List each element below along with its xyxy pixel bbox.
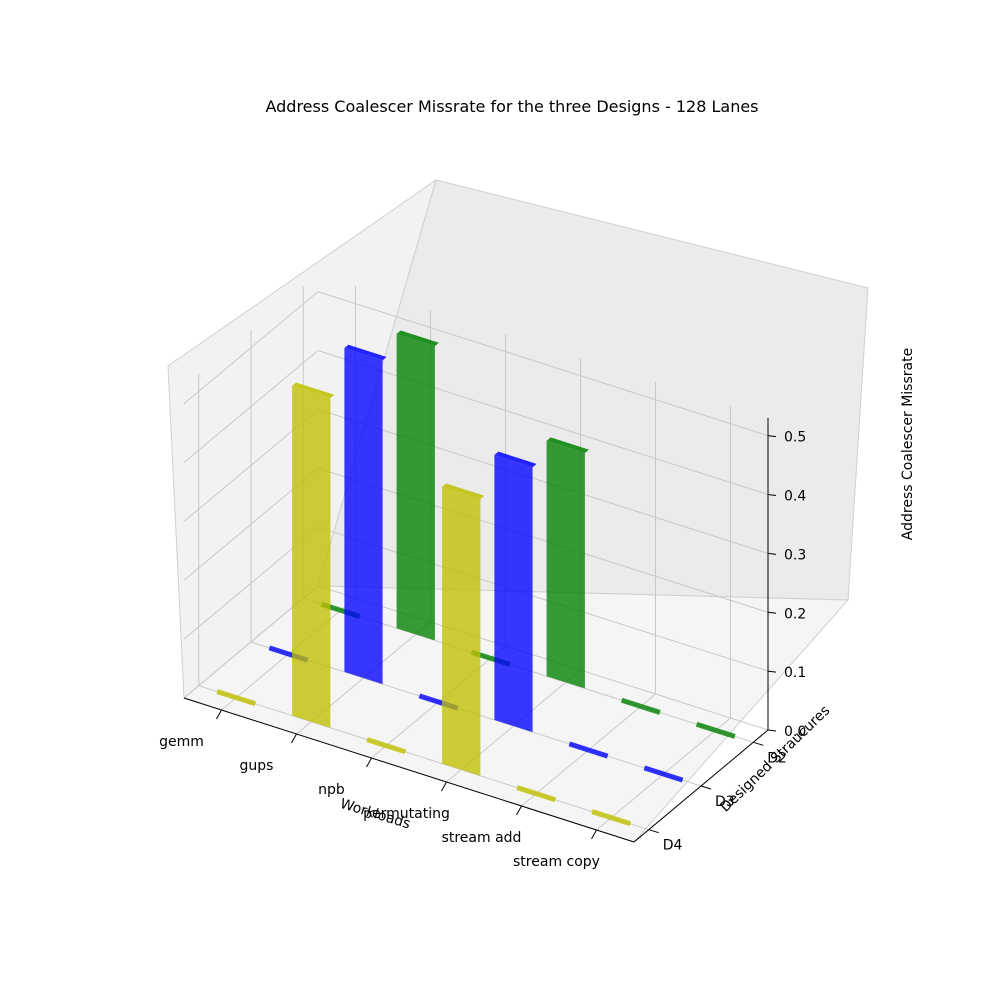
- z-tick-label-0: 0.0: [784, 724, 806, 740]
- x-axis-line: [183, 697, 635, 843]
- x-tick-3: [441, 781, 447, 792]
- grid-line-y-0: [198, 685, 649, 831]
- bar-top-d2-gups: [396, 330, 439, 347]
- bar-d2-stream-add: [620, 697, 661, 715]
- x-tick-0: [216, 709, 222, 720]
- z-tick-3: [767, 552, 777, 555]
- z-tick-label-1: 0.1: [784, 665, 806, 681]
- y-tick-label-d2: D2: [767, 750, 787, 766]
- x-tick-label-stream-copy: stream copy: [513, 854, 600, 870]
- z-tick-label-3: 0.3: [784, 547, 806, 563]
- y-tick-1: [700, 785, 712, 790]
- grid-line-back-0: [317, 585, 769, 731]
- bar-top-d3-permutating: [494, 451, 537, 468]
- z-axis-title: Address Coalescer Missrate: [900, 348, 916, 540]
- grid-line-back-5: [317, 291, 769, 437]
- bar-d4-gups: [292, 385, 331, 728]
- z-tick-0: [767, 729, 777, 732]
- y-tick-label-d4: D4: [663, 838, 683, 854]
- z-tick-label-4: 0.4: [784, 489, 806, 505]
- z-tick-label-2: 0.2: [784, 606, 806, 622]
- bar-d4-npb: [366, 737, 407, 755]
- bar-top-d3-gups: [344, 344, 387, 361]
- z-tick-2: [767, 611, 777, 614]
- z-tick-label-5: 0.5: [784, 430, 806, 446]
- bar-d3-stream-add: [568, 741, 609, 759]
- grid-line-back-2: [317, 467, 769, 613]
- x-tick-label-gemm: gemm: [159, 734, 204, 750]
- y-tick-0: [648, 829, 659, 834]
- x-tick-2: [366, 757, 372, 768]
- axes: [183, 418, 777, 843]
- bar-top-d4-permutating: [442, 483, 485, 500]
- bar-d3-permutating: [494, 455, 533, 733]
- x-tick-5: [591, 829, 597, 840]
- bar-d2-stream-copy: [695, 721, 736, 739]
- y-tick-label-d3: D3: [715, 794, 735, 810]
- bar-d3-gups: [344, 348, 383, 685]
- grid-line-back-1: [317, 526, 769, 672]
- bar-d2-gups: [396, 333, 435, 641]
- x-tick-label-permutating: permutating: [363, 806, 450, 822]
- bar-d4-permutating: [442, 486, 481, 776]
- bars: [216, 330, 736, 827]
- z-tick-4: [767, 494, 777, 497]
- bar-d3-stream-copy: [643, 765, 684, 783]
- x-tick-label-npb: npb: [318, 782, 345, 798]
- bar-d4-stream-add: [516, 785, 557, 803]
- bar-d4-stream-copy: [591, 809, 632, 827]
- z-tick-5: [767, 435, 777, 438]
- x-axis-title: Workloads: [338, 796, 412, 833]
- y-tick-2: [753, 741, 764, 746]
- bar-top-d4-gups: [292, 382, 335, 399]
- x-tick-label-stream-add: stream add: [442, 830, 522, 846]
- bar-top-d2-permutating: [546, 437, 589, 453]
- grid-line-x-4: [521, 382, 656, 807]
- grid-line-back-4: [317, 350, 769, 496]
- grid-line-back-3: [317, 408, 769, 554]
- bar-d4-gemm: [216, 689, 257, 707]
- x-tick-1: [291, 733, 297, 744]
- z-tick-1: [767, 670, 777, 673]
- bar-d2-permutating: [546, 440, 585, 689]
- tick-labels: gemm gups npb permutating stream add stream c…: [159, 430, 806, 870]
- chart-title: Address Coalescer Missrate for the three…: [265, 97, 758, 116]
- x-tick-label-gups: gups: [240, 758, 274, 774]
- grid-line-x-5: [596, 406, 731, 831]
- x-tick-4: [516, 805, 522, 816]
